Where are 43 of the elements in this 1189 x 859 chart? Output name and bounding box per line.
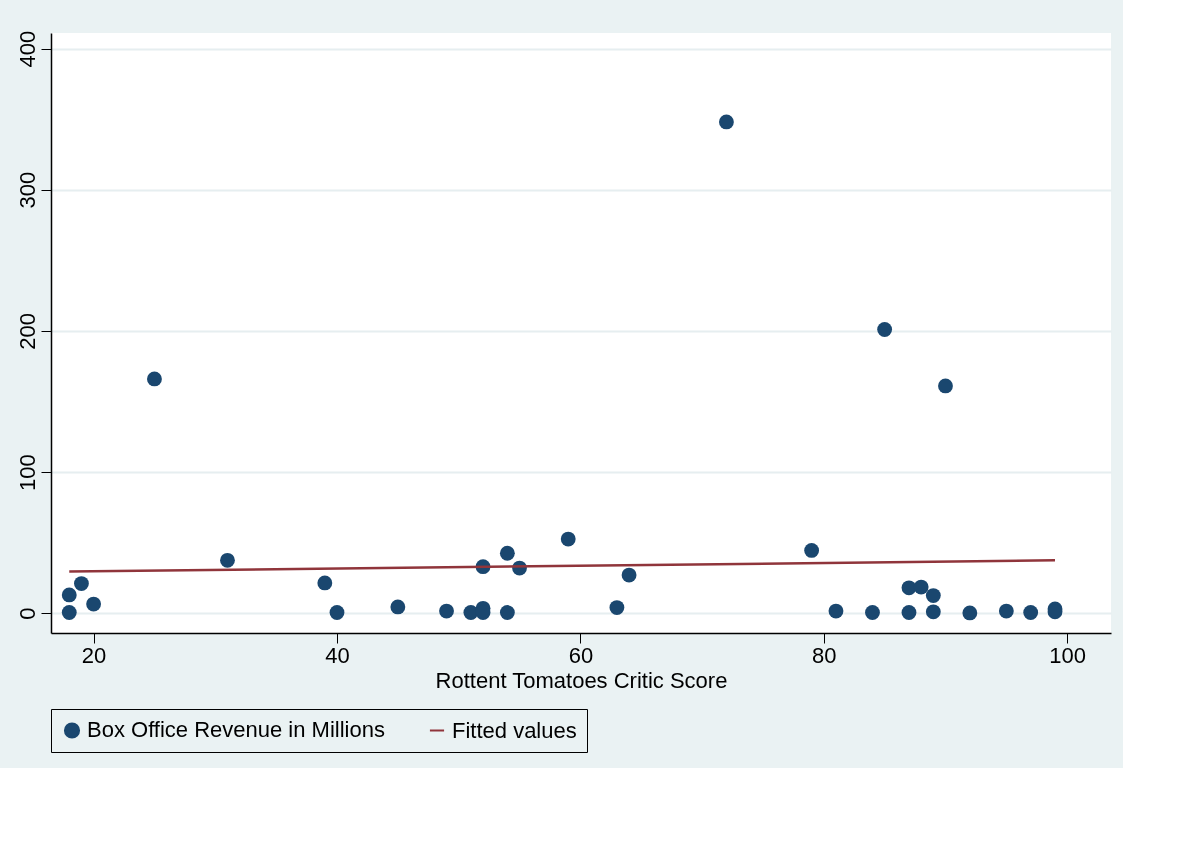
point [390, 599, 406, 615]
point [317, 575, 333, 591]
point [828, 603, 844, 619]
point [913, 579, 929, 595]
point [1023, 605, 1039, 620]
point [220, 552, 235, 568]
y-tick-label: 100 [14, 454, 40, 491]
point [74, 576, 89, 591]
point [499, 605, 515, 620]
point [865, 605, 880, 620]
point [560, 531, 576, 547]
point [61, 605, 77, 620]
point [877, 322, 893, 337]
x-tick-label: 100 [1049, 642, 1087, 668]
x-tick-label: 40 [325, 642, 350, 668]
y-tick-label: 0 [14, 607, 40, 620]
x-tick-label: 20 [81, 642, 107, 668]
point [61, 587, 77, 603]
point [901, 580, 917, 596]
x-tick-label: 80 [812, 642, 837, 668]
x-tick-label: 60 [568, 642, 594, 668]
point [804, 543, 820, 558]
point [499, 545, 515, 561]
y-tick-label: 300 [14, 171, 40, 209]
point [609, 600, 625, 615]
point [621, 567, 637, 583]
point [329, 605, 345, 620]
point [463, 605, 479, 620]
point [439, 603, 454, 619]
point [938, 378, 953, 394]
point [719, 114, 734, 130]
x-axis-title: Rottent Tomatoes Critic Score [435, 667, 728, 693]
y-tick-label: 400 [14, 30, 40, 68]
point [925, 604, 941, 620]
point [998, 603, 1014, 619]
point [901, 605, 917, 620]
point [147, 371, 162, 387]
legend-label: Box Office Revenue in Millions [87, 717, 385, 743]
point [925, 588, 941, 603]
y-tick-label: 200 [14, 313, 40, 350]
point [962, 605, 978, 621]
legend-label: Fitted values [452, 717, 577, 743]
point [86, 596, 102, 612]
